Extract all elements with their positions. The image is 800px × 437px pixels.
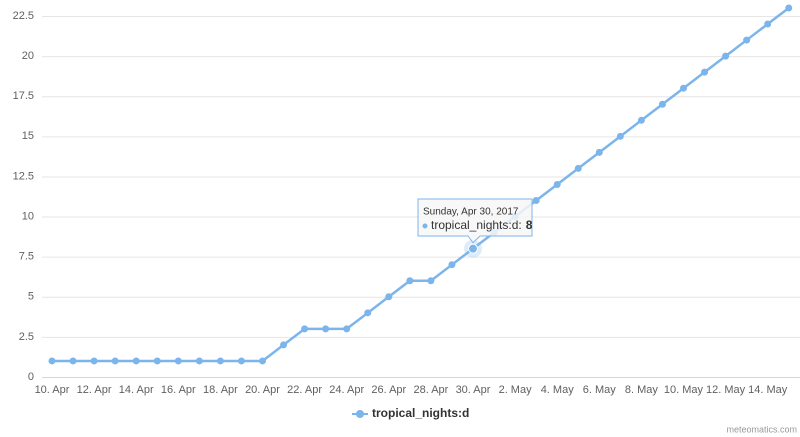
x-tick-label: 10. May [664, 384, 704, 396]
x-tick-label: 2. May [499, 384, 533, 396]
x-tick-label: 4. May [541, 384, 575, 396]
x-tick-label: 12. May [706, 384, 746, 396]
x-tick-label: 24. Apr [329, 384, 364, 396]
point-marker [701, 68, 709, 76]
x-tick-label: 22. Apr [287, 384, 322, 396]
x-tick-label: 28. Apr [413, 384, 448, 396]
point-marker [427, 277, 435, 285]
point-marker [237, 357, 245, 365]
point-marker [259, 357, 266, 365]
point-marker [658, 100, 666, 108]
x-tick-label: 30. Apr [456, 384, 491, 396]
point-marker [743, 36, 751, 44]
y-tick-label: 12.5 [13, 170, 34, 182]
point-marker [637, 116, 645, 124]
tooltip-box [417, 198, 533, 244]
point-marker [111, 357, 119, 365]
y-tick-label: 2.5 [19, 331, 34, 343]
point-marker [574, 164, 582, 172]
point-marker [216, 357, 224, 365]
point-marker [680, 84, 687, 92]
point-marker [132, 357, 140, 365]
x-tick-label: 26. Apr [371, 384, 406, 396]
point-marker [785, 4, 793, 12]
y-tick-label: 17.5 [13, 90, 34, 102]
point-marker [69, 357, 77, 365]
x-tick-label: 18. Apr [203, 384, 238, 396]
point-marker [595, 148, 603, 156]
point-marker [195, 357, 203, 365]
series-line [52, 6, 790, 363]
x-tick-label: 14. Apr [119, 384, 154, 396]
point-marker [406, 277, 414, 285]
point-marker [764, 20, 772, 28]
x-tick-label: 14. May [748, 384, 788, 396]
tooltip-body: tropical_nights:d: 8 [431, 218, 533, 232]
point-marker [322, 325, 330, 333]
x-tick-label: 6. May [583, 384, 617, 396]
x-tick-label: 8. May [625, 384, 659, 396]
legend-symbol [356, 410, 364, 418]
point-marker [616, 132, 624, 140]
tooltip-separator: : [518, 218, 521, 232]
point-marker [48, 357, 56, 365]
point-marker [448, 261, 456, 269]
tooltip-header: Sunday, Apr 30, 2017 [423, 207, 519, 218]
x-tick-label: 12. Apr [77, 384, 112, 396]
y-tick-label: 22.5 [13, 10, 34, 22]
x-tick-label: 16. Apr [161, 384, 196, 396]
y-tick-label: 10 [22, 210, 34, 222]
y-tick-label: 0 [28, 371, 34, 383]
point-marker [532, 197, 540, 205]
point-marker [280, 341, 288, 349]
point-marker [553, 180, 561, 188]
y-tick-label: 15 [22, 130, 34, 142]
point-marker [722, 52, 730, 60]
y-tick-label: 5 [28, 291, 34, 303]
y-tick-label: 7.5 [19, 251, 34, 263]
legend-label: tropical_nights:d [372, 406, 469, 420]
x-tick-label: 10. Apr [35, 384, 70, 396]
point-marker [153, 357, 161, 365]
point-marker [364, 309, 372, 317]
point-marker [90, 357, 98, 365]
tooltip-value: 8 [526, 218, 533, 232]
y-tick-label: 20 [22, 50, 34, 62]
x-tick-label: 20. Apr [245, 384, 280, 396]
point-marker [301, 325, 309, 333]
point-marker [174, 357, 182, 365]
hover-marker [468, 243, 478, 254]
tooltip-series: tropical_nights:d [431, 218, 518, 232]
point-marker [385, 293, 393, 301]
point-marker [343, 325, 351, 333]
credit: meteomatics.com [726, 424, 797, 434]
tooltip-symbol [422, 223, 428, 229]
